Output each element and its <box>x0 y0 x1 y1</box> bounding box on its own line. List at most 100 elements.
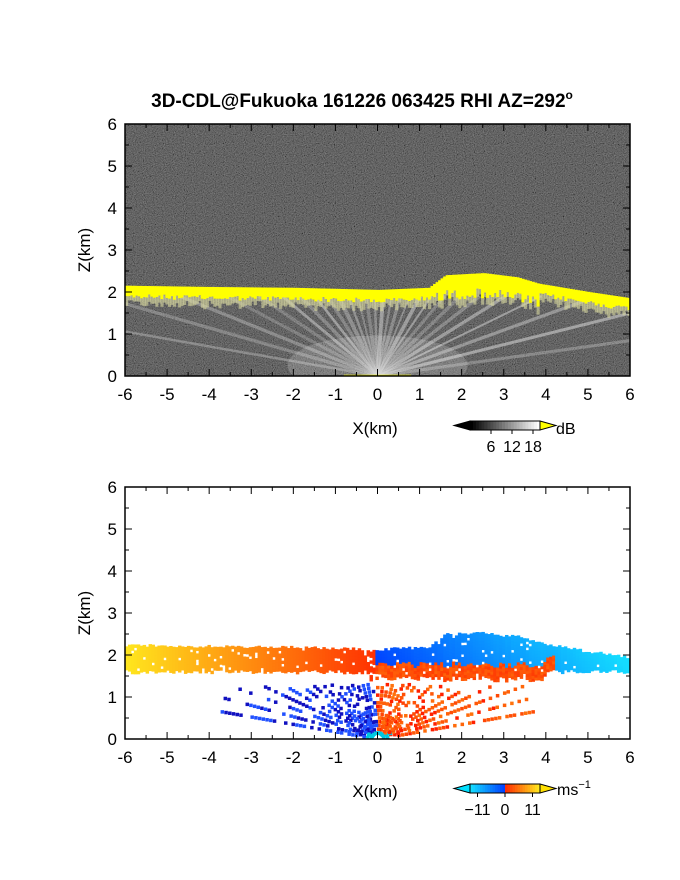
intensity-layer-edge <box>268 300 273 307</box>
doppler-cell <box>457 644 462 648</box>
doppler-cell <box>478 638 482 642</box>
intensity-layer-edge <box>357 299 361 309</box>
doppler-cell <box>443 658 447 662</box>
doppler-ray-cell <box>238 687 242 692</box>
doppler-cell <box>387 664 391 669</box>
intensity-layer-cell <box>180 286 184 298</box>
doppler-ray-cell <box>377 716 382 720</box>
doppler-cell <box>292 653 297 658</box>
doppler-cell <box>507 662 512 667</box>
doppler-cell <box>295 650 300 654</box>
doppler-cell <box>275 668 279 672</box>
doppler-cell <box>254 649 259 653</box>
doppler-cell <box>304 649 309 653</box>
doppler-cell <box>528 678 533 683</box>
intensity-ray <box>377 311 630 376</box>
doppler-cell <box>254 660 259 665</box>
doppler-cell <box>183 652 188 657</box>
doppler-ray-cell <box>420 711 425 716</box>
doppler-cell <box>619 660 624 664</box>
doppler-cell <box>460 636 465 640</box>
doppler-cell <box>272 659 276 664</box>
doppler-cell <box>160 651 164 655</box>
doppler-cell <box>584 657 588 662</box>
doppler-ray-cell <box>366 735 370 739</box>
doppler-cell <box>466 675 471 680</box>
doppler-cell <box>460 662 465 667</box>
doppler-cell <box>313 658 317 662</box>
doppler-cell <box>469 659 474 664</box>
doppler-cell <box>446 656 450 661</box>
doppler-cell <box>345 662 350 667</box>
intensity-layer-cell <box>364 289 368 300</box>
doppler-cell <box>537 650 541 654</box>
doppler-cell <box>487 634 491 638</box>
intensity-layer-cell <box>175 286 179 296</box>
doppler-cell <box>572 662 577 666</box>
doppler-cell <box>519 637 524 641</box>
doppler-cell <box>496 675 500 680</box>
intensity-layer-edge <box>359 301 363 312</box>
doppler-cell <box>396 650 400 654</box>
doppler-cell <box>375 676 379 681</box>
doppler-cell <box>393 673 397 678</box>
doppler-cell <box>499 653 503 657</box>
doppler-cell <box>331 647 335 651</box>
doppler-cell <box>381 662 385 666</box>
doppler-cell <box>546 651 550 655</box>
intensity-layer-cell <box>518 278 523 294</box>
doppler-cell <box>401 664 406 669</box>
doppler-cell <box>136 670 141 675</box>
doppler-x-tick-label: 0 <box>373 748 382 767</box>
doppler-ray-cell <box>397 724 402 729</box>
intensity-layer-cell <box>443 276 447 295</box>
doppler-cell <box>242 659 247 663</box>
doppler-cell <box>481 640 485 645</box>
doppler-cell <box>357 651 362 655</box>
doppler-ray-cell <box>509 714 513 718</box>
doppler-ray-cell <box>406 700 411 705</box>
doppler-cell <box>478 649 482 654</box>
doppler-y-tick-label: 5 <box>108 520 117 539</box>
doppler-cell <box>584 666 588 671</box>
doppler-cell <box>260 658 264 663</box>
doppler-cell <box>590 664 594 669</box>
doppler-cell <box>331 650 335 654</box>
intensity-layer-edge <box>180 297 184 306</box>
doppler-cell <box>393 656 397 660</box>
intensity-colorbar-swatch <box>519 421 523 430</box>
intensity-layer-cell <box>508 276 512 298</box>
doppler-cell <box>136 647 141 651</box>
doppler-cell <box>578 663 583 667</box>
doppler-cell <box>289 651 294 656</box>
doppler-cell <box>125 661 129 665</box>
doppler-cell <box>198 646 203 650</box>
doppler-ray-cell <box>347 721 352 725</box>
doppler-cell <box>251 658 256 663</box>
doppler-ray-cell <box>346 716 350 721</box>
doppler-ray-cell <box>317 727 322 731</box>
doppler-ray-cell <box>376 685 380 690</box>
doppler-cell <box>172 652 176 657</box>
intensity-layer-cell <box>407 288 411 302</box>
doppler-cell <box>593 664 597 668</box>
doppler-ray-cell <box>450 694 454 699</box>
doppler-cell <box>410 658 415 662</box>
doppler-cell <box>537 647 541 652</box>
intensity-layer-cell <box>430 285 434 297</box>
doppler-cell <box>481 637 485 642</box>
doppler-cell <box>219 658 223 662</box>
doppler-ray-cell <box>362 735 366 739</box>
doppler-cell <box>419 664 424 668</box>
intensity-layer-edge <box>478 289 482 295</box>
doppler-cell <box>431 655 435 660</box>
doppler-ray-cell <box>441 725 446 730</box>
doppler-cell <box>248 667 253 672</box>
intensity-layer-edge <box>541 293 545 303</box>
doppler-ray-cell <box>417 722 422 726</box>
doppler-cell <box>513 662 518 666</box>
doppler-ray-cell <box>401 701 405 705</box>
intensity-layer-cell <box>473 273 477 298</box>
doppler-cell <box>516 655 521 660</box>
intensity-layer-cell <box>220 287 225 299</box>
